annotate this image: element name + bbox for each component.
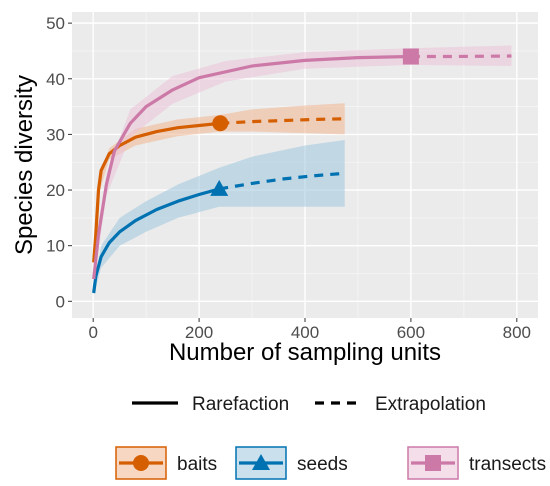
x-tick-label: 400 [291, 323, 319, 342]
y-tick-label: 20 [46, 181, 65, 200]
y-tick-label: 50 [46, 14, 65, 33]
seeds-legend-marker [252, 454, 270, 470]
baits-rarefaction-line [92, 121, 221, 263]
transects-extrapolation-line [410, 54, 512, 59]
y-tick-label: 40 [46, 70, 65, 89]
extrapolation-legend-label: Extrapolation [375, 394, 486, 415]
x-tick-label: 0 [88, 323, 97, 342]
reference-markers [210, 48, 419, 196]
legend-linetype: Rarefaction Extrapolation [132, 394, 486, 415]
baits-extrapolation-line [220, 117, 345, 125]
transects-legend-label: transects [469, 454, 546, 475]
x-tick-label: 200 [185, 323, 213, 342]
seeds-rarefaction-line [92, 187, 220, 294]
series-lines [92, 54, 512, 294]
baits-legend-marker [133, 455, 149, 471]
rarefaction-legend-label: Rarefaction [192, 394, 289, 415]
y-tick-label: 10 [46, 237, 65, 256]
transects-legend-marker [425, 455, 441, 471]
legend-series: baits seeds transects [115, 446, 546, 480]
axis-ticks: 0 200 400 600 800 0 10 20 30 40 50 [46, 14, 531, 342]
seeds-reference-marker [210, 179, 229, 196]
baits-legend-label: baits [177, 454, 217, 475]
seeds-extrapolation-line [218, 171, 345, 191]
y-tick-label: 0 [56, 292, 65, 311]
baits-reference-marker [212, 115, 229, 132]
y-axis-title: Species diversity [11, 75, 38, 255]
x-tick-label: 600 [397, 323, 425, 342]
transects-reference-marker [402, 48, 419, 65]
x-axis-title: Number of sampling units [169, 339, 441, 366]
y-tick-label: 30 [46, 125, 65, 144]
seeds-confidence-band [93, 140, 345, 296]
x-tick-label: 800 [503, 323, 531, 342]
transects-rarefaction-line [92, 54, 411, 280]
seeds-legend-label: seeds [297, 454, 348, 475]
